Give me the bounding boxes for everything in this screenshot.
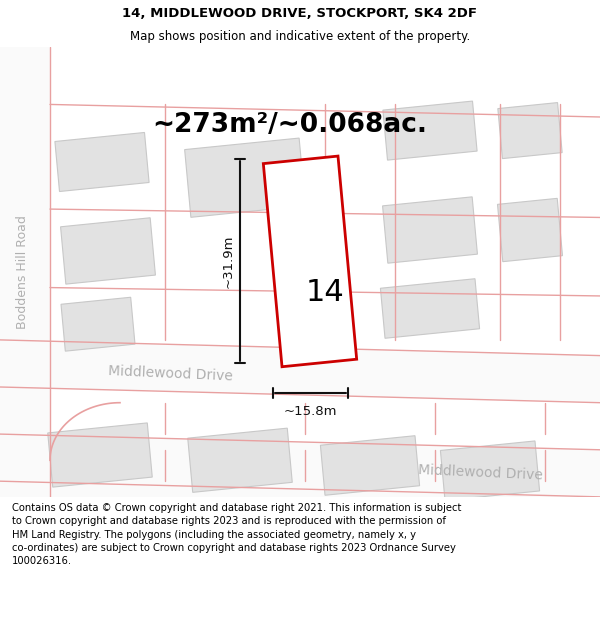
Polygon shape [380,279,479,338]
Polygon shape [55,132,149,191]
Polygon shape [383,197,478,263]
Text: Map shows position and indicative extent of the property.: Map shows position and indicative extent… [130,30,470,43]
Polygon shape [320,436,419,495]
Polygon shape [383,101,477,160]
Polygon shape [48,423,152,487]
Text: Contains OS data © Crown copyright and database right 2021. This information is : Contains OS data © Crown copyright and d… [12,503,461,566]
Text: Boddens Hill Road: Boddens Hill Road [16,215,29,329]
Polygon shape [0,434,600,497]
Polygon shape [61,217,155,284]
Polygon shape [61,298,135,351]
Text: ~273m²/~0.068ac.: ~273m²/~0.068ac. [152,112,427,138]
Text: Middlewood Drive: Middlewood Drive [418,463,542,482]
Polygon shape [0,47,50,497]
Text: 14: 14 [305,278,344,308]
Polygon shape [498,102,562,159]
Text: ~31.9m: ~31.9m [221,234,235,288]
Polygon shape [185,138,305,218]
Polygon shape [263,156,356,367]
Polygon shape [0,340,600,402]
Polygon shape [497,198,562,262]
Polygon shape [188,428,292,493]
Text: 14, MIDDLEWOOD DRIVE, STOCKPORT, SK4 2DF: 14, MIDDLEWOOD DRIVE, STOCKPORT, SK4 2DF [122,7,478,19]
Text: Middlewood Drive: Middlewood Drive [107,364,233,383]
Polygon shape [440,441,539,501]
Text: ~15.8m: ~15.8m [283,405,337,418]
